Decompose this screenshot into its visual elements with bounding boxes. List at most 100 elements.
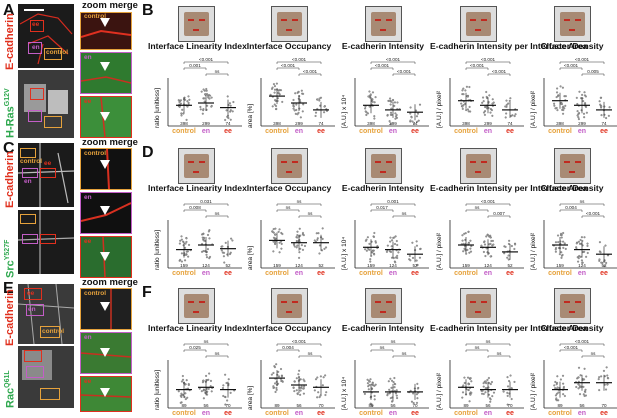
p-value-label: ns	[591, 351, 597, 356]
data-point	[575, 246, 578, 249]
significance-bracket	[276, 209, 300, 212]
data-point	[374, 96, 377, 99]
panel-label-f: F	[142, 284, 152, 301]
data-point	[463, 381, 466, 385]
n-label: 159	[462, 263, 470, 268]
data-point	[179, 102, 182, 105]
data-point	[394, 112, 397, 115]
data-point	[369, 260, 372, 263]
data-point	[303, 385, 306, 388]
significance-bracket	[392, 355, 416, 358]
p-value-label: ns	[475, 345, 481, 350]
data-point	[577, 240, 580, 243]
roi-label-ee-a: ee	[32, 21, 40, 28]
y-axis-label: ratio [unitless]	[154, 87, 161, 128]
data-point	[229, 118, 232, 121]
n-label: 70	[507, 403, 513, 408]
data-point	[483, 243, 487, 246]
n-label: 159	[367, 263, 375, 268]
data-point	[554, 250, 557, 253]
schematic-cell-icon	[271, 288, 308, 324]
p-value-label: ns	[215, 211, 221, 216]
micrograph-ras	[18, 70, 74, 138]
data-point	[180, 380, 183, 383]
p-value-label: <0.001	[492, 69, 507, 74]
data-point	[394, 392, 397, 395]
data-point	[301, 248, 304, 251]
data-point	[221, 386, 224, 390]
data-point	[299, 247, 302, 250]
zoom-title-c: zoom merge	[82, 137, 138, 148]
schematic-junction-mark	[569, 171, 575, 173]
data-point	[206, 104, 209, 107]
data-point	[321, 227, 324, 230]
data-point	[316, 396, 319, 399]
data-point	[605, 366, 608, 369]
data-point	[605, 388, 608, 391]
data-point	[278, 241, 281, 244]
schematic-junction-mark	[564, 301, 570, 303]
x-label-en: en	[483, 128, 493, 135]
data-point	[607, 114, 610, 117]
significance-bracket	[298, 215, 322, 218]
data-point	[468, 105, 471, 108]
x-label-ee: ee	[600, 410, 608, 417]
data-point	[324, 374, 327, 377]
data-point	[563, 242, 566, 245]
data-point	[184, 242, 187, 245]
data-point	[323, 111, 326, 114]
data-point	[302, 92, 305, 95]
data-point	[481, 101, 484, 104]
data-point	[564, 104, 567, 107]
data-point	[199, 105, 202, 108]
data-point	[553, 102, 556, 105]
data-point	[487, 235, 491, 238]
schematic-junction-mark	[475, 29, 481, 31]
data-point	[297, 111, 300, 114]
data-point	[583, 250, 586, 253]
data-point	[296, 230, 299, 233]
data-point	[469, 239, 472, 242]
data-point	[386, 394, 389, 397]
data-point	[583, 367, 586, 370]
data-point	[580, 236, 583, 239]
x-label-control: control	[172, 410, 196, 417]
data-point	[365, 113, 368, 116]
schematic-cell-body	[560, 12, 585, 36]
data-point	[395, 240, 398, 243]
data-point	[318, 97, 321, 100]
schematic-junction-mark	[292, 19, 298, 21]
schematic-cell-body	[277, 154, 302, 178]
data-point	[373, 398, 376, 401]
schematic-junction-mark	[481, 301, 487, 303]
n-label: 299	[389, 121, 397, 126]
schematic-cell-icon	[365, 148, 402, 184]
n-label: 124	[295, 263, 303, 268]
data-point	[298, 256, 301, 259]
data-point	[300, 89, 303, 92]
data-point	[487, 393, 490, 396]
x-label-ee: ee	[224, 270, 232, 277]
data-point	[555, 106, 558, 110]
data-point	[416, 112, 420, 115]
data-point	[577, 257, 580, 260]
data-point	[188, 243, 191, 246]
data-point	[598, 376, 601, 379]
roi-box-ee-c1	[40, 168, 56, 178]
data-point	[314, 378, 318, 381]
data-point	[557, 234, 560, 237]
p-value-label: 0.008	[189, 205, 201, 210]
schematic-junction-mark	[380, 311, 386, 313]
data-point	[390, 245, 393, 248]
data-point	[583, 236, 586, 239]
data-point	[292, 105, 295, 108]
data-point	[467, 383, 470, 386]
data-point	[607, 377, 610, 380]
schematic-cell-body	[277, 294, 302, 318]
p-value-label: <0.001	[199, 57, 214, 62]
data-point	[584, 95, 587, 98]
data-point	[210, 105, 213, 108]
schematic-junction-mark	[380, 171, 386, 173]
n-label: 52	[225, 263, 231, 268]
